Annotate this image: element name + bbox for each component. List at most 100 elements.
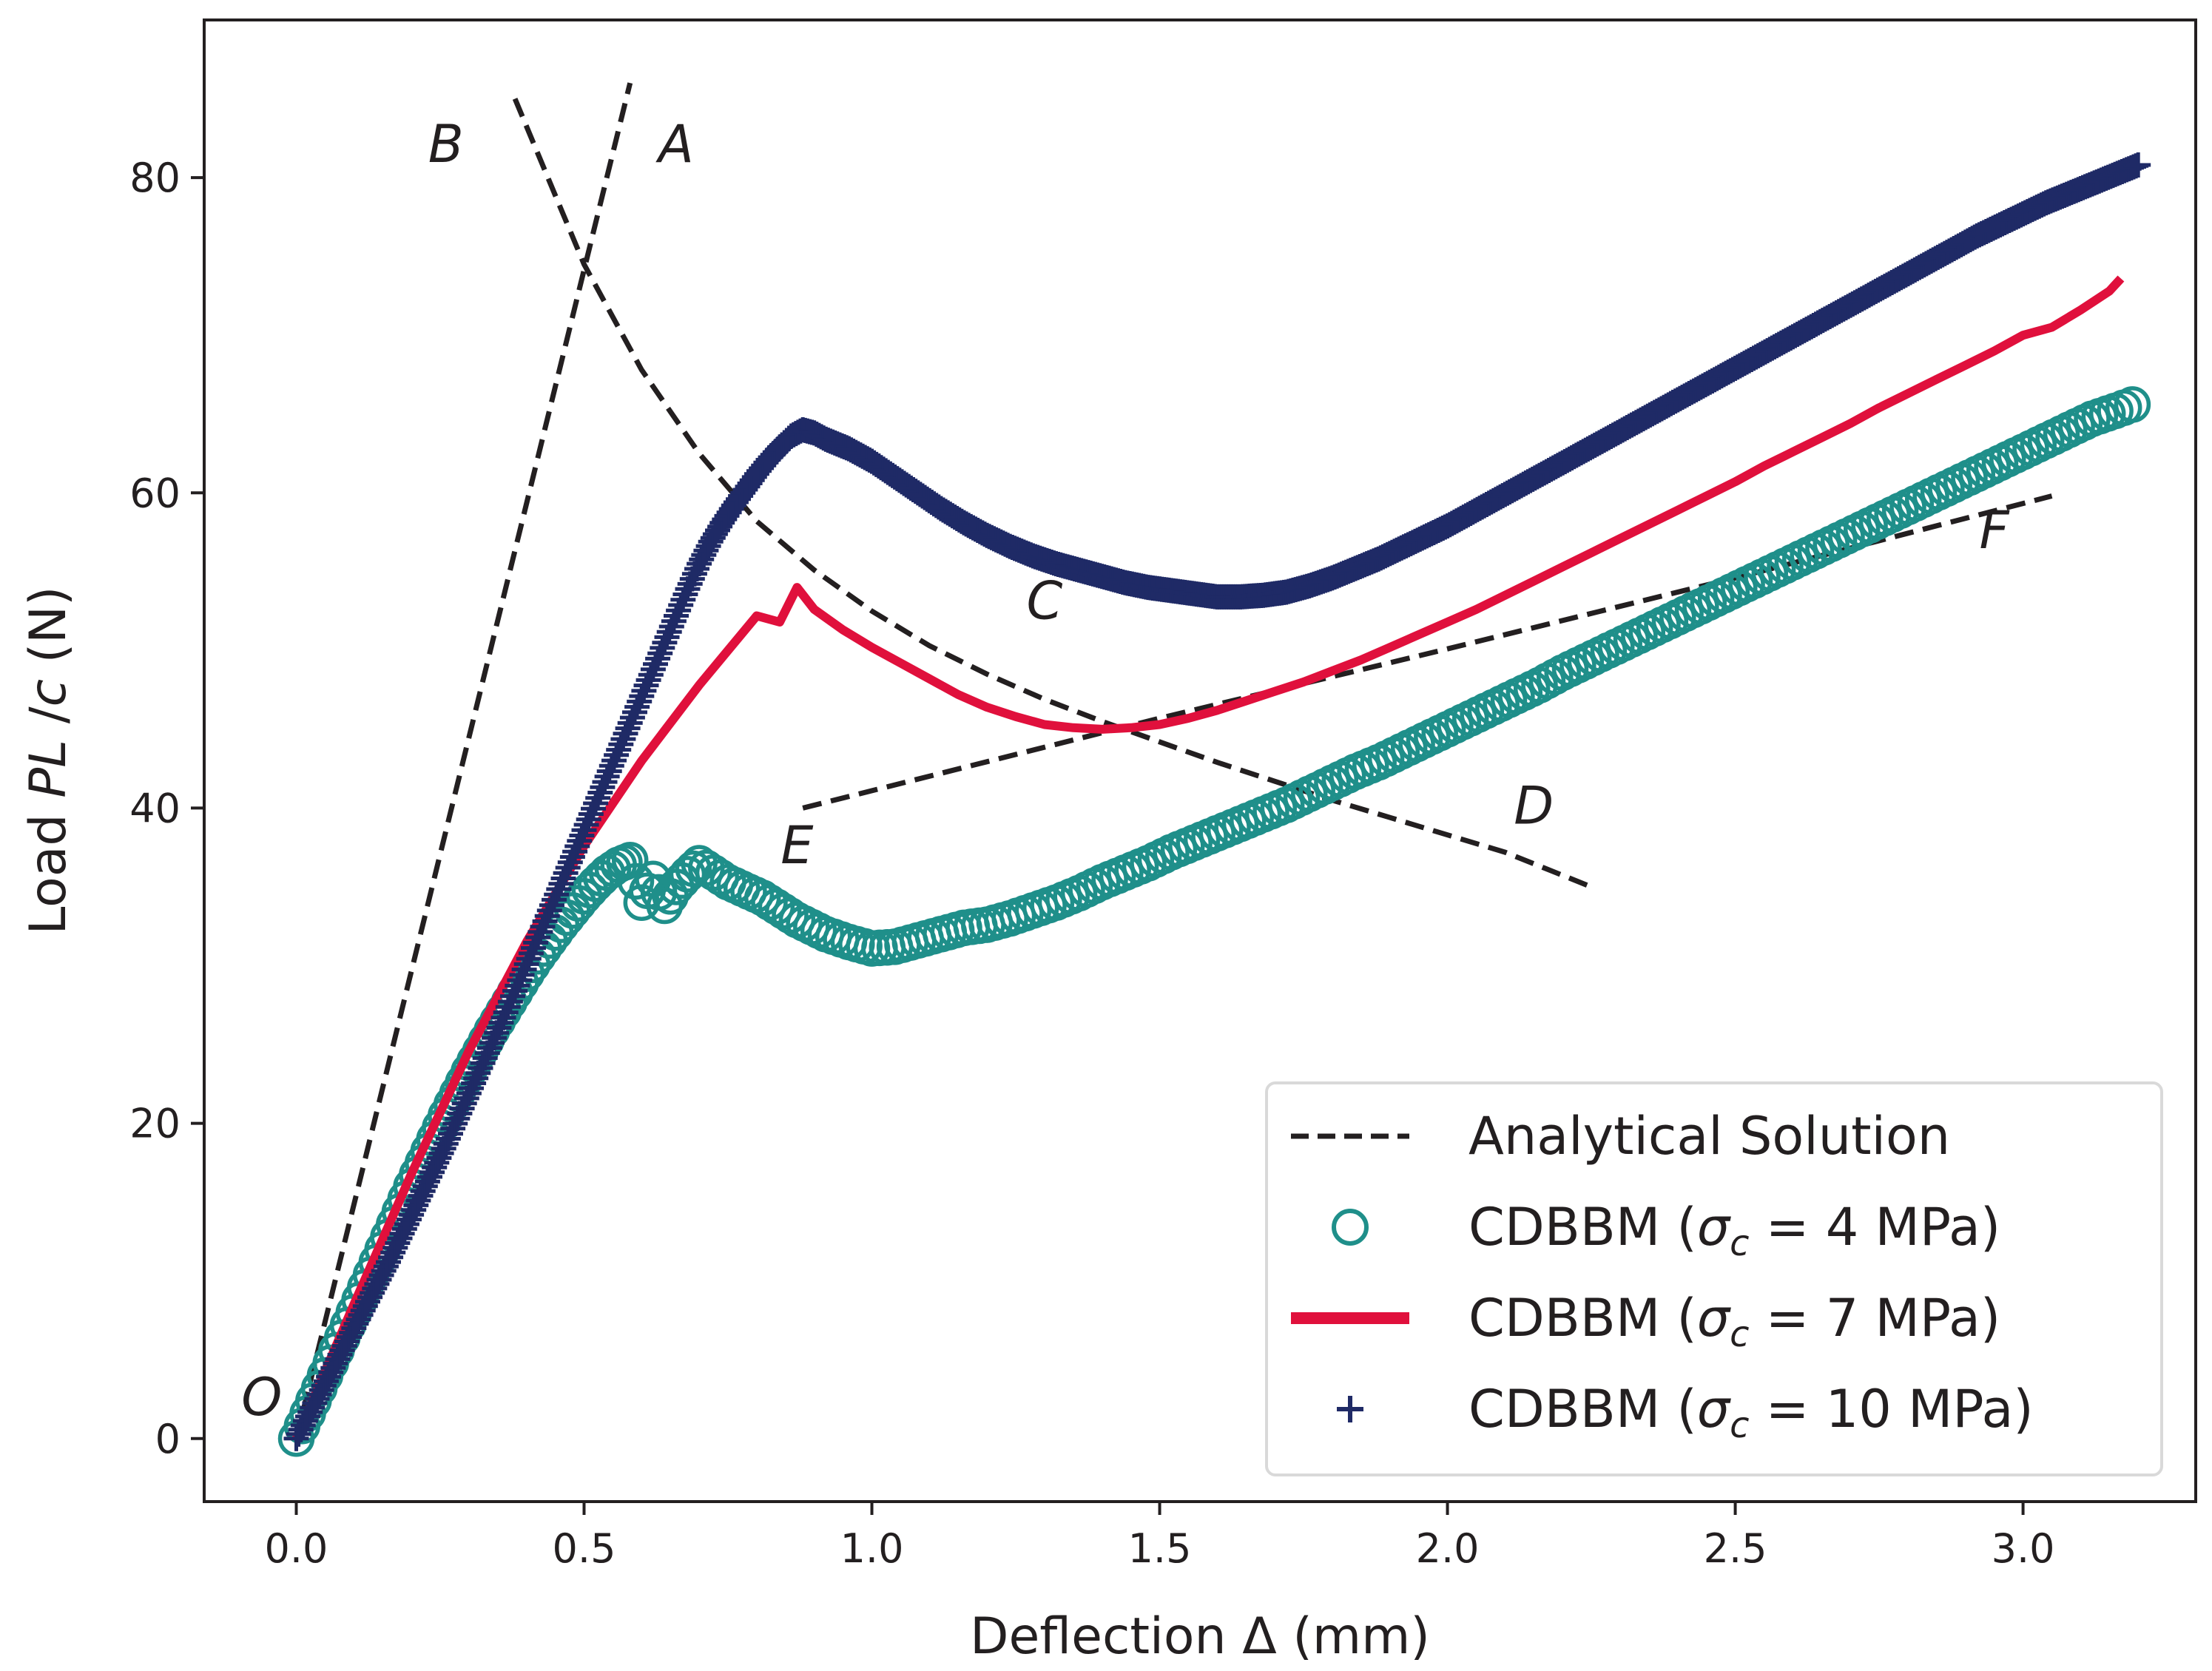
sigma10-point	[544, 882, 570, 908]
annotation-D: D	[1514, 776, 1554, 837]
sigma10-point	[645, 646, 671, 672]
legend: Analytical Solution CDBBM (σc = 4 MPa) C…	[1265, 1081, 2163, 1476]
annotation-O: O	[241, 1367, 282, 1428]
sigma10-point	[615, 715, 641, 741]
sigma10-point	[596, 758, 622, 784]
sigma10-point	[557, 849, 583, 875]
legend-swatch-sigma4	[1332, 1209, 1369, 1246]
sigma10-point	[523, 930, 549, 956]
sigma10-point	[532, 908, 558, 934]
sigma10-point	[606, 737, 632, 763]
sigma10-point	[627, 689, 653, 715]
x-tick-label: 0.0	[265, 1525, 328, 1572]
y-title-part-unit: (N)	[19, 586, 78, 679]
sigma10-point	[658, 614, 684, 639]
x-axis-title: Deflection Δ (mm)	[970, 1607, 1430, 1666]
sigma10-point	[509, 962, 535, 988]
sigma10-point	[555, 855, 581, 880]
sigma10-point	[613, 720, 638, 746]
sigma10-point	[583, 791, 609, 816]
sigma10-point	[610, 726, 636, 752]
sigma10-point	[650, 635, 675, 661]
sigma10-point	[622, 699, 647, 725]
sigma10-point	[647, 641, 673, 666]
sigma10-point	[638, 662, 664, 688]
sigma10-point	[497, 989, 523, 1015]
sigma10-point	[664, 603, 689, 629]
sigma10-point	[518, 940, 544, 966]
sigma10-point	[633, 672, 659, 698]
sigma10-point	[567, 828, 593, 854]
sigma10-point	[539, 892, 564, 918]
y-tick-label: 80	[129, 155, 181, 201]
sigma10-point	[2125, 152, 2151, 178]
x-tick-label: 0.5	[553, 1525, 616, 1572]
sigma10-point	[505, 973, 530, 999]
sigma10-point	[490, 1005, 516, 1030]
analytical-curve-0	[294, 82, 633, 1439]
annotation-C: C	[1026, 571, 1062, 632]
sigma10-point	[643, 651, 668, 677]
sigma10-point	[601, 748, 627, 774]
sigma10-point	[670, 587, 696, 612]
sigma10-point	[530, 914, 556, 939]
sigma10-point	[652, 629, 678, 655]
sigma4-point	[611, 841, 649, 879]
sigma10-point	[534, 903, 560, 929]
y-tick-label: 20	[129, 1101, 181, 1147]
sigma10-point	[576, 806, 601, 832]
sigma10-point	[585, 785, 611, 811]
sigma4-markers	[277, 386, 2151, 1457]
sigma4-point	[2114, 386, 2151, 423]
sigma10-point	[604, 742, 630, 768]
sigma10-point	[640, 656, 666, 682]
legend-swatch-sigma10	[1337, 1396, 1363, 1422]
y-tick-label: 60	[129, 470, 181, 516]
legend-label-sigma10: CDBBM (σc = 10 MPa)	[1469, 1379, 2034, 1446]
sigma10-point	[587, 780, 613, 806]
sigma10-point	[516, 946, 542, 972]
sigma10-point	[546, 877, 572, 902]
sigma4-point	[646, 887, 684, 925]
annotation-A: A	[655, 114, 694, 175]
sigma10-point	[581, 796, 606, 822]
sigma10-point	[542, 887, 567, 913]
sigma10-point	[536, 897, 562, 923]
sigma10-point	[525, 925, 551, 951]
y-title-part-pl: PL	[19, 740, 78, 798]
sigma10-point	[527, 919, 553, 945]
y-title-part-load: Load	[19, 798, 78, 935]
sigma10-point	[550, 865, 576, 891]
sigma10-point	[624, 694, 650, 720]
legend-label-analytical: Analytical Solution	[1469, 1106, 1950, 1167]
sigma7-line	[291, 275, 2125, 1441]
sigma10-point	[661, 608, 687, 634]
sigma10-point	[594, 763, 620, 789]
legend-label-sigma7: CDBBM (σc = 7 MPa)	[1469, 1288, 2000, 1355]
sigma10-point	[488, 1010, 514, 1036]
sigma10-point	[654, 624, 680, 650]
sigma10-point	[495, 994, 521, 1020]
sigma10-point	[656, 619, 682, 645]
x-tick-label: 1.5	[1128, 1525, 1192, 1572]
annotation-F: F	[1980, 500, 2011, 561]
sigma10-point	[553, 860, 579, 886]
sigma10-point	[666, 598, 692, 624]
x-tick-label: 3.0	[1992, 1525, 2055, 1572]
sigma4-point	[675, 850, 712, 888]
y-title-part-slash: /	[19, 706, 78, 740]
sigma10-point	[592, 769, 618, 795]
sigma4-point	[617, 862, 655, 900]
legend-label-sigma4: CDBBM (σc = 4 MPa)	[1469, 1197, 2000, 1264]
sigma10-point	[590, 774, 616, 800]
sigma10-point	[500, 983, 525, 1009]
sigma10-markers	[283, 152, 2151, 1451]
sigma10-point	[569, 823, 595, 848]
sigma10-point	[559, 844, 585, 870]
y-tick-label: 0	[155, 1416, 181, 1462]
annotation-layer: O B A C D E F	[241, 114, 2010, 1428]
legend-box	[1265, 1081, 2163, 1476]
sigma10-point	[493, 999, 519, 1025]
sigma10-point	[672, 581, 698, 607]
sigma10-point	[598, 753, 624, 779]
